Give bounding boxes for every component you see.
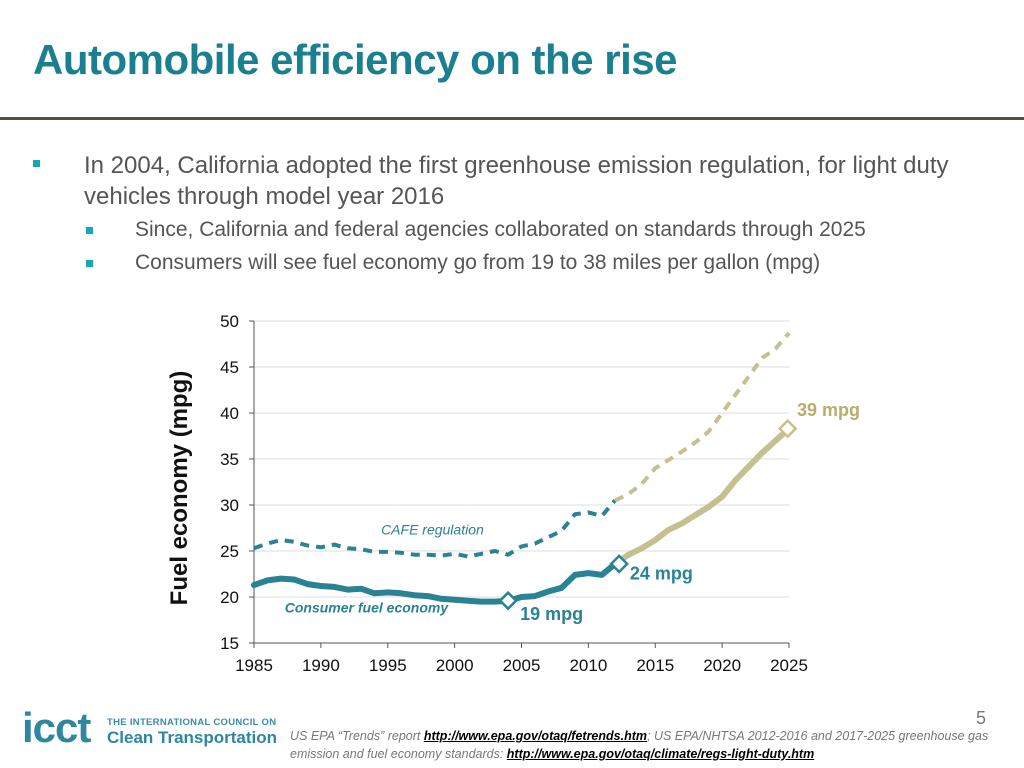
bullet-square-icon — [86, 260, 93, 267]
x-tick-label: 1990 — [302, 656, 340, 675]
series-line-consumer-fuel-economy — [251, 560, 619, 605]
x-tick-label: 2025 — [770, 656, 808, 675]
x-tick-label: 2010 — [569, 656, 607, 675]
bullet-main: In 2004, California adopted the first gr… — [84, 152, 949, 210]
logo-mark: icct — [22, 704, 91, 751]
y-tick-label: 25 — [220, 542, 239, 561]
source-link-trends[interactable]: http://www.epa.gov/otaq/fetrends.htm — [423, 729, 647, 743]
y-tick-label: 35 — [220, 450, 239, 469]
diamond-marker — [609, 554, 629, 574]
y-tick-label: 15 — [220, 634, 239, 653]
annotation-label: CAFE regulation — [381, 521, 484, 537]
source-middle: ; US EPA/NHTSA 2012-2016 and 2017-2025 g… — [290, 729, 989, 761]
logo-line-1: THE INTERNATIONAL COUNCIL ON — [107, 717, 277, 728]
source-prefix: US EPA “Trends” report — [290, 729, 424, 743]
x-tick-label: 2005 — [503, 656, 541, 675]
series-line-future-standards — [614, 331, 791, 503]
x-tick-label: 1985 — [235, 656, 273, 675]
x-tick-label: 2020 — [703, 656, 741, 675]
annotation-label: 19 mpg — [520, 604, 583, 624]
source-link-regs[interactable]: http://www.epa.gov/otaq/climate/regs-lig… — [506, 747, 815, 761]
bullet-sub-1: Since, California and federal agencies c… — [135, 218, 866, 241]
x-tick-label: 1995 — [369, 656, 407, 675]
x-tick-label: 2015 — [636, 656, 674, 675]
page-number: 5 — [976, 708, 987, 728]
y-tick-label: 50 — [220, 312, 239, 331]
y-tick-label: 20 — [220, 588, 239, 607]
diamond-marker — [498, 590, 518, 611]
bullet-sub-2: Consumers will see fuel economy go from … — [135, 251, 821, 274]
source-citation: US EPA “Trends” report http://www.epa.go… — [290, 727, 990, 763]
slide-title: Automobile efficiency on the rise — [33, 36, 677, 83]
x-tick-label: 2000 — [436, 656, 474, 675]
y-tick-label: 30 — [220, 496, 239, 515]
title-divider — [0, 117, 1024, 120]
y-tick-label: 45 — [220, 358, 239, 377]
diamond-marker — [777, 418, 798, 439]
annotation-label: 39 mpg — [797, 400, 860, 420]
logo-line-2: Clean Transportation — [107, 728, 278, 747]
series-line-projected-fuel-economy — [612, 425, 792, 567]
annotation-label: Consumer fuel economy — [285, 600, 450, 616]
bullet-square-icon — [33, 160, 40, 167]
bullet-square-icon — [86, 227, 93, 234]
y-tick-label: 40 — [220, 404, 239, 423]
series-line-cafe-regulation — [253, 499, 617, 559]
annotation-label: 24 mpg — [630, 564, 693, 584]
